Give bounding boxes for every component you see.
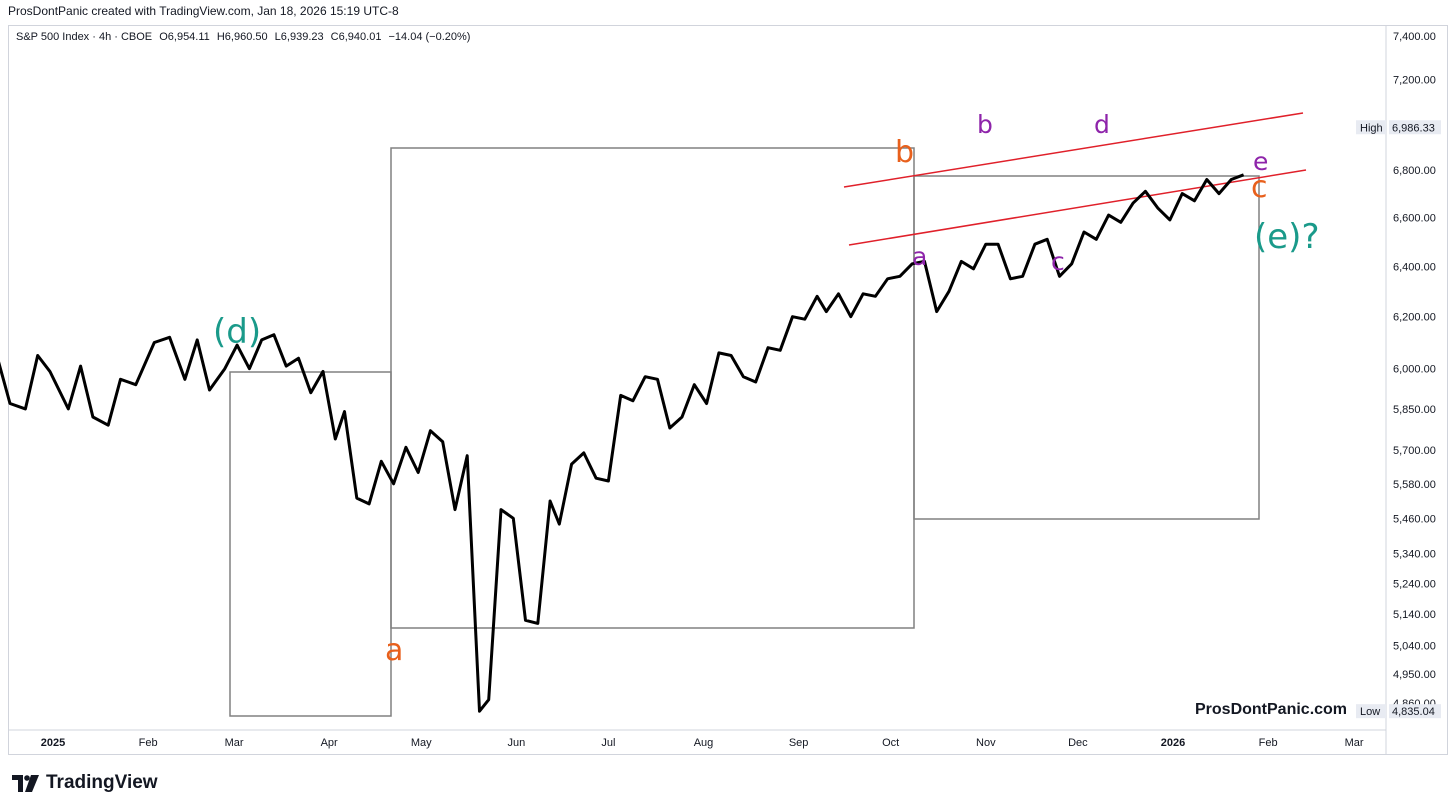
low-marker-tag — [1356, 704, 1386, 719]
measure-box-3[interactable] — [913, 175, 1260, 520]
x-tick-label: Aug — [694, 737, 714, 749]
high-marker-tag — [1356, 120, 1386, 135]
wave-labels: (d) a b a b c d e c (e)? — [213, 110, 1320, 668]
x-tick-label: Nov — [976, 737, 996, 749]
x-tick-label: Feb — [139, 737, 158, 749]
y-tick-label: 4,950.00 — [1393, 669, 1436, 681]
change-value: −14.04 (−0.20%) — [388, 31, 471, 43]
x-tick-label: Jun — [507, 737, 525, 749]
annotations — [229, 112, 1307, 717]
x-tick-label: 2026 — [1161, 737, 1185, 749]
y-tick-label: 5,700.00 — [1393, 445, 1436, 457]
close-value: C6,940.01 — [330, 31, 382, 43]
low-marker-label: Low — [1360, 706, 1380, 718]
high-marker: High 6,986.33 — [1356, 120, 1441, 135]
x-tick-label: Sep — [789, 737, 809, 749]
wave-label-d-paren: (d) — [213, 312, 261, 352]
tradingview-logo[interactable]: TradingView — [12, 772, 158, 794]
measure-box-1[interactable] — [229, 371, 392, 717]
y-tick-label: 5,040.00 — [1393, 640, 1436, 652]
x-tick-label: Jul — [601, 737, 615, 749]
time-axis[interactable]: 2025 Feb Mar Apr May Jun Jul Aug Sep Oct Nov Dec 202… — [9, 729, 1386, 749]
low-marker-value-box — [1389, 704, 1441, 719]
high-marker-label: High — [1360, 122, 1383, 134]
high-value: H6,960.50 — [216, 31, 268, 43]
wave-label-b-purple: b — [977, 110, 993, 139]
channel-lower-line[interactable] — [848, 169, 1307, 246]
y-tick-label: 6,600.00 — [1393, 213, 1436, 225]
watermark-text: ProsDontPanic.com — [1195, 701, 1348, 718]
y-tick-label: 7,400.00 — [1393, 31, 1436, 43]
y-tick-label: 5,140.00 — [1393, 609, 1436, 621]
open-value: O6,954.11 — [159, 31, 210, 43]
y-tick-label: 6,000.00 — [1393, 364, 1436, 376]
x-tick-label: Dec — [1068, 737, 1088, 749]
chart-attribution-header: ProsDontPanic created with TradingView.c… — [8, 4, 399, 18]
x-tick-label: Oct — [882, 737, 899, 749]
tradingview-logo-text: TradingView — [46, 772, 158, 793]
wave-label-c-purple: c — [1051, 247, 1065, 276]
y-tick-label: 5,850.00 — [1393, 404, 1436, 416]
y-tick-label: 6,200.00 — [1393, 312, 1436, 324]
y-tick-label: 5,580.00 — [1393, 479, 1436, 491]
low-value: L6,939.23 — [274, 31, 324, 43]
x-tick-label: Mar — [1345, 737, 1364, 749]
y-tick-label: 6,800.00 — [1393, 165, 1436, 177]
y-tick-label: 6,400.00 — [1393, 261, 1436, 273]
price-series — [0, 173, 1245, 713]
y-tick-label: 5,340.00 — [1393, 549, 1436, 561]
wave-label-a-orange: a — [385, 633, 403, 668]
x-tick-label: Feb — [1259, 737, 1278, 749]
x-tick-label: Mar — [225, 737, 244, 749]
price-legend: S&P 500 Index · 4h · CBOE O6,954.11 H6,9… — [16, 31, 474, 43]
wave-label-e-question: (e)? — [1254, 217, 1320, 257]
low-marker-value: 4,835.04 — [1392, 706, 1435, 718]
measure-box-2[interactable] — [390, 147, 915, 629]
tradingview-logo-icon — [12, 774, 39, 792]
wave-label-c-orange: c — [1251, 170, 1268, 205]
wave-label-b-orange: b — [895, 135, 914, 170]
x-tick-label: 2025 — [41, 737, 65, 749]
low-marker: Low 4,835.04 — [1356, 704, 1441, 719]
x-tick-label: May — [411, 737, 432, 749]
y-tick-label: 5,460.00 — [1393, 513, 1436, 525]
channel-upper-line[interactable] — [843, 112, 1304, 188]
x-tick-label: Apr — [321, 737, 338, 749]
high-marker-value-box — [1389, 120, 1441, 135]
price-axis[interactable]: 7,400.00 7,200.00 6,800.00 6,600.00 6,400.00… — [1356, 26, 1441, 754]
y-tick-label: 5,240.00 — [1393, 579, 1436, 591]
high-marker-value: 6,986.33 — [1392, 122, 1435, 134]
wave-label-a-purple: a — [912, 242, 927, 271]
chart-frame[interactable] — [8, 25, 1448, 755]
symbol-label[interactable]: S&P 500 Index · 4h · CBOE — [16, 31, 153, 43]
y-tick-label: 7,200.00 — [1393, 74, 1436, 86]
wave-label-d-purple: d — [1094, 110, 1110, 139]
price-line[interactable] — [0, 173, 1245, 713]
wave-label-e-purple: e — [1253, 147, 1268, 176]
